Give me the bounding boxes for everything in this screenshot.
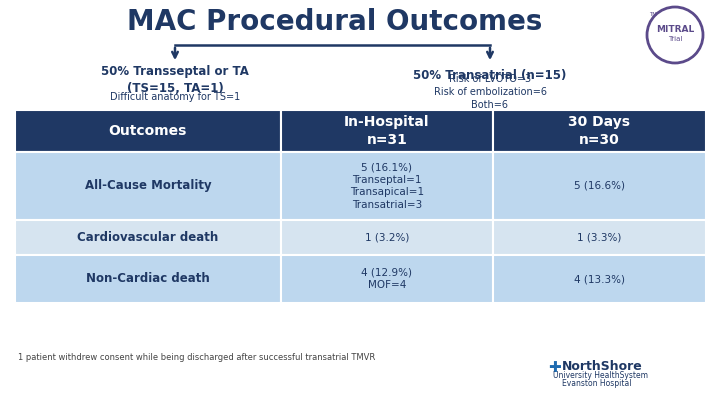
Text: Cardiovascular death: Cardiovascular death xyxy=(77,231,218,244)
Text: Trial: Trial xyxy=(668,36,682,42)
Text: 4 (12.9%)
MOF=4: 4 (12.9%) MOF=4 xyxy=(361,268,413,290)
Text: In-Hospital
n=31: In-Hospital n=31 xyxy=(344,115,430,147)
Text: NorthShore: NorthShore xyxy=(562,360,643,373)
Bar xyxy=(15,220,281,255)
Text: 50% Transseptal or TA
(TS=15, TA=1): 50% Transseptal or TA (TS=15, TA=1) xyxy=(101,65,249,95)
Bar xyxy=(493,152,706,220)
Text: TM: TM xyxy=(649,13,657,17)
Text: 5 (16.1%)
Transeptal=1
Transapical=1
Transatrial=3: 5 (16.1%) Transeptal=1 Transapical=1 Tra… xyxy=(350,162,424,210)
Bar xyxy=(281,110,493,152)
Text: Difficult anatomy for TS=1: Difficult anatomy for TS=1 xyxy=(110,92,240,102)
Text: Non-Cardiac death: Non-Cardiac death xyxy=(86,273,210,286)
Text: 1 patient withdrew consent while being discharged after successful transatrial T: 1 patient withdrew consent while being d… xyxy=(18,354,375,362)
Bar xyxy=(281,220,493,255)
Text: All-Cause Mortality: All-Cause Mortality xyxy=(84,179,211,192)
Bar xyxy=(281,152,493,220)
Text: ✚: ✚ xyxy=(548,360,561,375)
Bar xyxy=(281,255,493,303)
Text: Outcomes: Outcomes xyxy=(109,124,187,138)
Text: 1 (3.2%): 1 (3.2%) xyxy=(365,232,409,243)
Bar xyxy=(15,110,281,152)
Text: 30 Days
n=30: 30 Days n=30 xyxy=(568,115,631,147)
Bar xyxy=(493,110,706,152)
Bar xyxy=(15,152,281,220)
Text: Evanston Hospital: Evanston Hospital xyxy=(562,379,631,388)
Text: MAC Procedural Outcomes: MAC Procedural Outcomes xyxy=(127,8,543,36)
Bar xyxy=(15,255,281,303)
Bar xyxy=(493,220,706,255)
Text: 1 (3.3%): 1 (3.3%) xyxy=(577,232,621,243)
Text: 50% Transatrial (n=15): 50% Transatrial (n=15) xyxy=(413,68,567,81)
Bar xyxy=(493,255,706,303)
Text: University HealthSystem: University HealthSystem xyxy=(553,371,648,381)
Text: 5 (16.6%): 5 (16.6%) xyxy=(574,181,625,191)
Text: Risk of LVOTO=3
Risk of embolization=6
Both=6: Risk of LVOTO=3 Risk of embolization=6 B… xyxy=(433,74,546,110)
Text: 4 (13.3%): 4 (13.3%) xyxy=(574,274,625,284)
Text: MITRAL: MITRAL xyxy=(656,24,694,34)
